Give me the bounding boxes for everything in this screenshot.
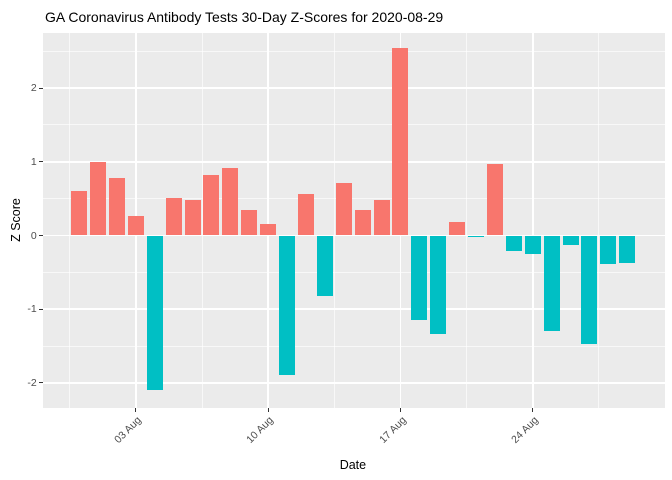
gridline-major-horizontal	[42, 308, 665, 310]
gridline-minor-horizontal	[42, 50, 665, 52]
bar	[297, 194, 314, 236]
y-axis-tick-label: 2	[30, 82, 37, 95]
x-axis-tick-mark	[135, 408, 137, 412]
x-axis-tick-mark	[532, 408, 534, 412]
y-axis-tick-mark	[38, 382, 43, 384]
x-axis-tick-label: 17 Aug	[376, 414, 409, 446]
x-axis-tick-label: 03 Aug	[112, 414, 144, 446]
gridline-minor-vertical	[466, 33, 468, 408]
bar	[468, 235, 485, 237]
bar	[600, 235, 617, 264]
bar	[241, 210, 258, 236]
bar	[279, 235, 296, 375]
y-axis-tick-mark	[38, 87, 43, 89]
bar	[108, 178, 125, 236]
x-axis-tick-label: 24 Aug	[508, 414, 541, 446]
gridline-major-horizontal	[42, 161, 665, 163]
bar	[543, 235, 560, 332]
x-axis-tick-mark	[267, 408, 269, 412]
y-axis-tick-mark	[38, 308, 43, 310]
gridline-minor-vertical	[333, 33, 335, 408]
x-axis-title: Date	[339, 458, 367, 472]
bar	[146, 235, 163, 391]
bar	[260, 224, 277, 236]
x-axis-tick-mark	[400, 408, 401, 412]
chart-title: GA Coronavirus Antibody Tests 30-Day Z-S…	[45, 9, 444, 25]
gridline-minor-horizontal	[42, 271, 665, 273]
gridline-minor-horizontal	[42, 345, 665, 347]
bar	[430, 235, 447, 335]
bar	[619, 235, 636, 263]
bar	[203, 175, 220, 236]
gridline-minor-vertical	[69, 33, 71, 408]
y-axis-tick-mark	[38, 161, 43, 163]
bar	[411, 235, 428, 320]
bar	[524, 235, 541, 254]
y-axis-tick-label: 0	[30, 229, 37, 242]
bar	[90, 161, 107, 236]
gridline-major-vertical	[267, 33, 269, 408]
bar	[184, 200, 201, 236]
gridline-minor-vertical	[201, 33, 203, 408]
gridline-major-horizontal	[42, 234, 665, 237]
bar	[335, 183, 352, 236]
gridline-major-vertical	[532, 33, 534, 408]
gridline-major-horizontal	[42, 87, 665, 89]
y-axis-title: Z Score	[9, 197, 23, 242]
bar	[165, 197, 182, 236]
y-axis-tick-label: 1	[30, 155, 37, 168]
gridline-minor-vertical	[598, 33, 600, 408]
y-axis-tick-label: -1	[27, 303, 37, 316]
bar	[71, 190, 88, 236]
plot-panel	[42, 33, 665, 408]
bar	[316, 235, 333, 296]
y-axis-tick-mark	[38, 235, 43, 236]
gridline-minor-horizontal	[42, 198, 665, 200]
bar	[449, 222, 466, 236]
bar	[505, 235, 522, 251]
bar	[222, 167, 239, 236]
x-axis-tick-label: 10 Aug	[244, 414, 276, 446]
bar	[562, 235, 579, 246]
y-axis-tick-label: -2	[27, 376, 37, 389]
gridline-major-horizontal	[42, 382, 665, 384]
bar	[581, 235, 598, 344]
bar	[354, 210, 371, 236]
bar	[392, 48, 409, 236]
gridline-minor-horizontal	[42, 124, 665, 126]
bar	[127, 216, 144, 236]
bar	[486, 164, 503, 236]
bar	[373, 200, 390, 236]
